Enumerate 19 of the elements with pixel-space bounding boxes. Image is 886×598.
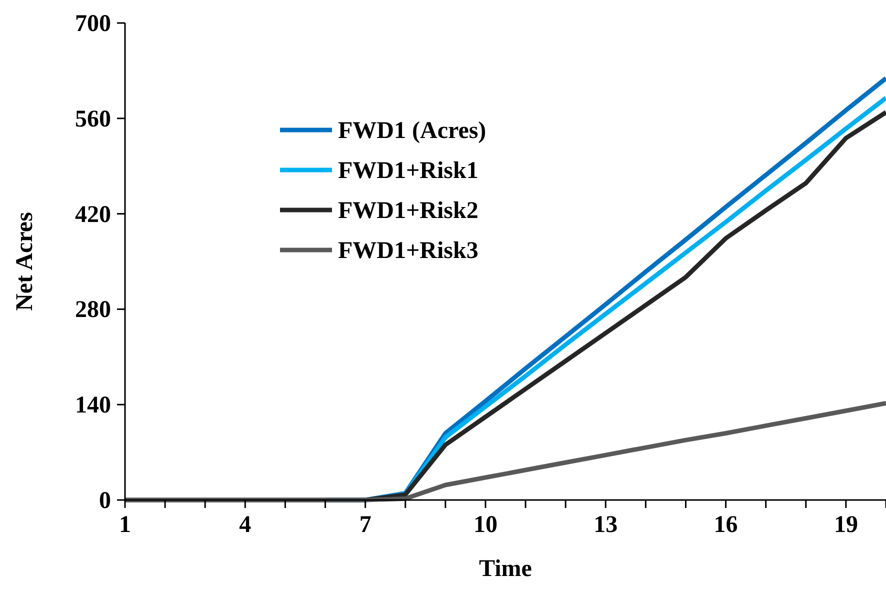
y-tick-label: 140 — [75, 392, 111, 419]
y-tick-label: 700 — [75, 11, 111, 37]
x-tick-label: 4 — [239, 512, 252, 538]
x-tick-label: 16 — [714, 512, 738, 538]
legend-label: FWD1+Risk1 — [338, 158, 478, 184]
y-tick-label: 420 — [75, 202, 111, 228]
legend-label: FWD1 (Acres) — [338, 118, 486, 144]
y-tick-label: 280 — [75, 297, 111, 324]
x-axis-title: Time — [479, 556, 532, 582]
y-tick-label: 0 — [99, 488, 111, 514]
legend-label: FWD1+Risk2 — [338, 198, 478, 224]
x-tick-label: 19 — [834, 512, 858, 538]
legend-label: FWD1+Risk3 — [338, 238, 478, 264]
x-tick-label: 7 — [359, 512, 372, 538]
y-axis-title: Net Acres — [12, 212, 38, 311]
x-tick-label: 10 — [473, 512, 498, 538]
y-tick-label: 560 — [75, 106, 111, 132]
x-tick-label: 1 — [119, 512, 131, 538]
x-tick-label: 13 — [594, 512, 618, 538]
